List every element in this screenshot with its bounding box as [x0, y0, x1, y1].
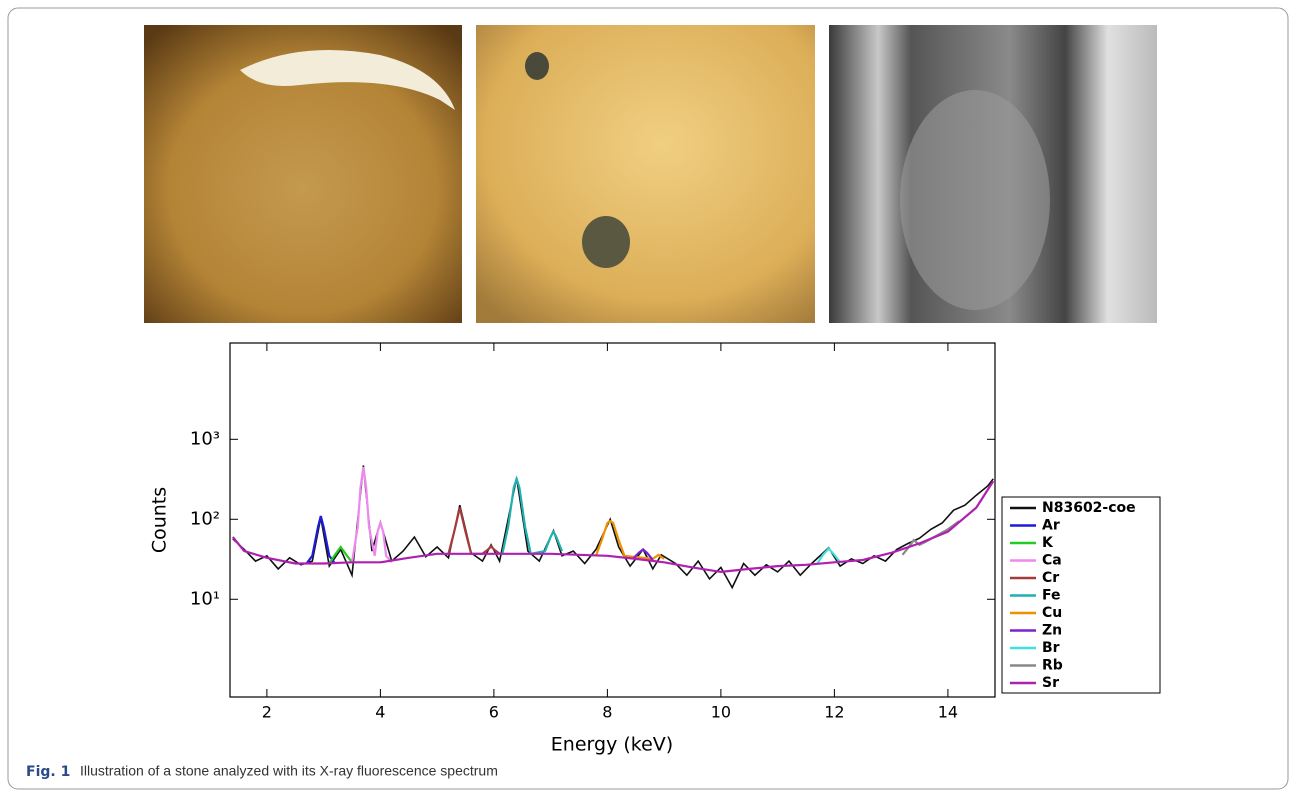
legend-label: Ar	[1042, 518, 1060, 534]
x-tick-label: 2	[262, 703, 272, 722]
legend-label: N83602-coe	[1042, 500, 1136, 516]
x-tick-label: 4	[375, 703, 385, 722]
y-tick-label: 10²	[190, 508, 220, 529]
y-tick-label: 10¹	[190, 588, 220, 609]
x-tick-label: 12	[824, 703, 844, 722]
legend-label: K	[1042, 535, 1054, 551]
caption-text: Illustration of a stone analyzed with it…	[80, 763, 498, 779]
legend-label: Rb	[1042, 658, 1063, 674]
photo-spot	[582, 216, 630, 268]
legend-label: Ca	[1042, 553, 1062, 569]
legend-label: Fe	[1042, 588, 1061, 604]
legend-label: Sr	[1042, 675, 1059, 691]
y-tick-label: 10³	[190, 428, 220, 449]
legend-label: Zn	[1042, 623, 1062, 639]
x-tick-label: 8	[602, 703, 612, 722]
plot-frame	[230, 343, 995, 697]
y-axis-label: Counts	[149, 487, 171, 553]
x-tick-label: 10	[711, 703, 731, 722]
legend-label: Br	[1042, 640, 1060, 656]
photo-spot	[525, 52, 549, 80]
caption-label: Fig. 1	[26, 764, 70, 780]
legend-label: Cu	[1042, 605, 1062, 621]
legend-label: Cr	[1042, 570, 1059, 586]
x-tick-label: 14	[938, 703, 958, 722]
photo-sem-texture	[900, 90, 1050, 310]
x-tick-label: 6	[489, 703, 499, 722]
figure: Energy (keV) Counts Fig. 1 Illustration …	[0, 0, 1296, 795]
x-axis-label: Energy (keV)	[551, 734, 673, 756]
